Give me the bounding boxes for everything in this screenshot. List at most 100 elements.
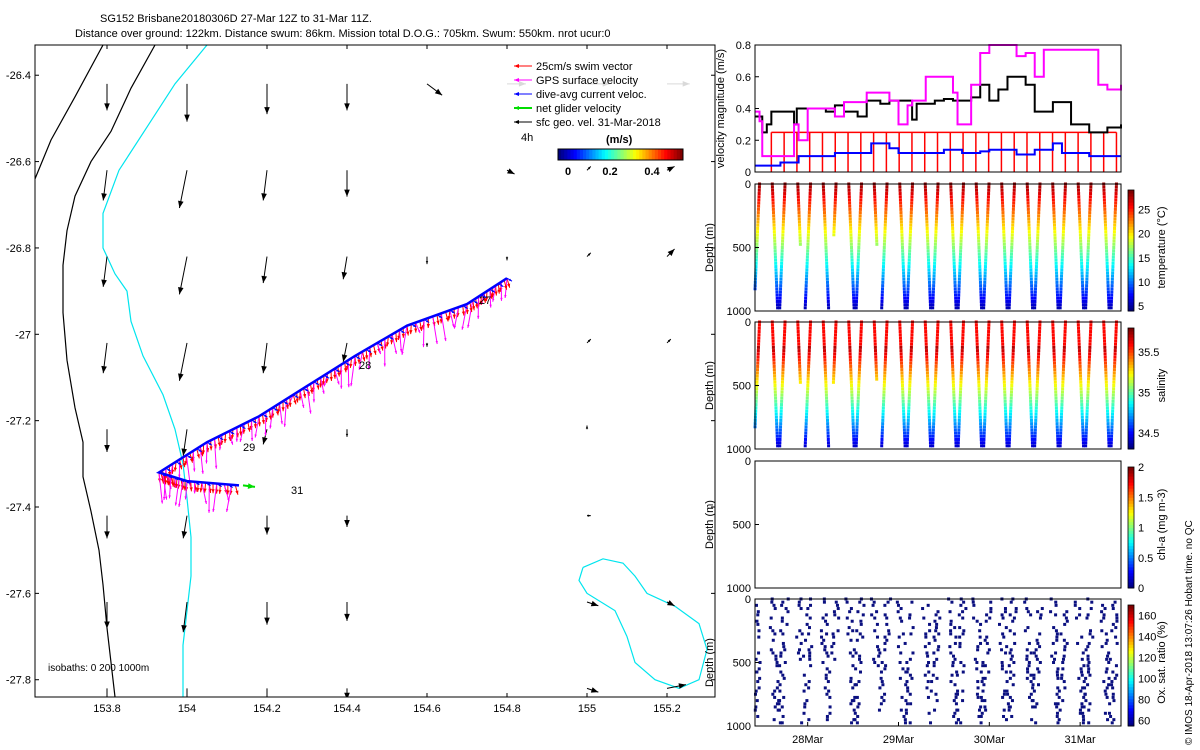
section-point xyxy=(832,223,836,227)
section-point xyxy=(782,336,786,340)
section-point xyxy=(1105,390,1109,394)
section-point xyxy=(800,721,804,725)
swim-vector xyxy=(419,320,423,331)
section-point xyxy=(909,352,913,356)
section-point xyxy=(825,268,829,272)
section-point xyxy=(949,629,953,633)
section-point xyxy=(1037,214,1041,218)
section-point xyxy=(885,192,889,196)
section-point xyxy=(896,603,900,607)
island-outline xyxy=(578,558,708,690)
section-point xyxy=(1107,711,1111,715)
dive-avg-current-vector xyxy=(377,342,383,347)
section-point xyxy=(771,629,775,633)
section-point xyxy=(909,211,913,215)
section-point xyxy=(859,198,863,202)
section-point xyxy=(932,287,936,291)
section-point xyxy=(897,635,901,639)
dive-avg-current-vector-head xyxy=(264,414,268,418)
section-point xyxy=(779,274,783,278)
section-point xyxy=(932,412,936,416)
section-point xyxy=(1110,428,1114,432)
section-point xyxy=(1011,223,1015,227)
section-point xyxy=(883,233,887,237)
swim-vector-head xyxy=(472,306,476,311)
section-point xyxy=(1111,399,1115,403)
section-point xyxy=(834,185,838,189)
section-point xyxy=(1080,673,1084,677)
section-point xyxy=(832,641,836,645)
section-point xyxy=(958,412,962,416)
swim-vector xyxy=(475,298,479,309)
section-point xyxy=(924,345,928,349)
section-point xyxy=(910,326,914,330)
section-point xyxy=(977,239,981,243)
section-point xyxy=(924,192,928,196)
section-point xyxy=(773,390,777,394)
legend-label: sfc geo. vel. 31-Mar-2018 xyxy=(536,117,661,129)
section-point xyxy=(958,258,962,262)
dive-avg-current-vector-head xyxy=(491,289,495,293)
section-point xyxy=(949,619,953,623)
section-colorbar-frame xyxy=(1127,327,1135,450)
section-point xyxy=(989,600,993,604)
section-point xyxy=(1004,290,1008,294)
section-point xyxy=(1005,306,1009,310)
section-point xyxy=(773,377,777,381)
section-point xyxy=(900,236,904,240)
section-point xyxy=(1000,667,1004,671)
section-colorbar-swatch xyxy=(1128,701,1134,706)
section-point xyxy=(824,255,828,259)
section-point xyxy=(959,230,963,234)
section-point xyxy=(1034,268,1038,272)
section-point xyxy=(1085,268,1089,272)
section-point xyxy=(854,299,858,303)
sfc-geo-vector-head xyxy=(104,621,110,629)
section-point xyxy=(1111,393,1115,397)
colorbar-swatch xyxy=(567,149,571,160)
section-point xyxy=(1089,330,1093,334)
section-point xyxy=(907,271,911,275)
section-point xyxy=(832,358,836,362)
section-point xyxy=(960,345,964,349)
section-point xyxy=(903,296,907,300)
section-point xyxy=(953,626,957,630)
section-point xyxy=(1103,217,1107,221)
section-point xyxy=(1061,657,1065,661)
section-point xyxy=(901,393,905,397)
section-point xyxy=(961,185,965,189)
sfc-geo-vector xyxy=(104,602,110,629)
section-point xyxy=(935,339,939,343)
section-point xyxy=(927,261,931,265)
dive-avg-current-vector-head xyxy=(196,482,200,485)
section-point xyxy=(1000,192,1004,196)
section-point xyxy=(1103,201,1107,205)
section-point xyxy=(858,352,862,356)
section-point xyxy=(873,204,877,208)
gps-velocity-vector xyxy=(312,381,316,403)
section-point xyxy=(958,255,962,259)
section-point xyxy=(933,246,937,249)
section-point xyxy=(961,616,965,620)
section-point xyxy=(1051,185,1055,189)
section-point xyxy=(909,349,913,353)
section-point xyxy=(883,692,887,696)
section-point xyxy=(1003,387,1007,391)
section-point xyxy=(1079,258,1083,262)
section-point xyxy=(1086,645,1090,649)
section-point xyxy=(834,188,838,192)
section-point xyxy=(754,412,758,416)
section-point xyxy=(1082,306,1086,310)
section-point xyxy=(1009,396,1013,400)
section-point xyxy=(1034,422,1038,426)
section-point xyxy=(1085,418,1089,422)
section-point xyxy=(1109,299,1113,303)
section-point xyxy=(1104,236,1108,240)
section-point xyxy=(1087,230,1091,234)
section-point xyxy=(1082,695,1086,699)
section-point xyxy=(828,705,832,709)
section-point xyxy=(984,708,988,712)
section-point xyxy=(1008,428,1012,432)
section-point xyxy=(1108,657,1112,661)
section-colorbar-tick-label: 35.5 xyxy=(1138,347,1159,359)
